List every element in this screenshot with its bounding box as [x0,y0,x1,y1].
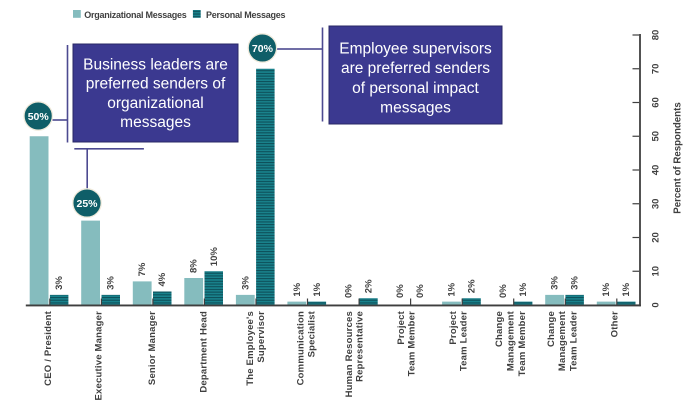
svg-text:preferred senders of: preferred senders of [86,76,226,93]
svg-text:30: 30 [651,199,662,210]
svg-text:50%: 50% [28,111,50,123]
svg-text:Project: Project [448,310,459,344]
svg-text:Department Head: Department Head [199,311,210,393]
svg-text:8%: 8% [189,259,200,273]
svg-text:70: 70 [651,64,662,75]
svg-text:70%: 70% [252,43,274,55]
svg-text:80: 80 [651,30,662,41]
svg-text:organizational: organizational [107,95,204,112]
svg-text:60: 60 [651,97,662,108]
svg-text:1%: 1% [621,282,632,296]
svg-text:Change: Change [546,311,557,347]
svg-text:10%: 10% [209,247,220,267]
svg-text:3%: 3% [570,276,581,290]
svg-text:Organizational Messages: Organizational Messages [84,10,187,20]
svg-text:The Employee's: The Employee's [245,311,256,386]
svg-text:0%: 0% [498,284,509,298]
svg-text:4%: 4% [157,272,168,286]
svg-text:0%: 0% [343,284,354,298]
svg-text:Specialist: Specialist [307,310,318,357]
svg-text:Management: Management [557,310,568,371]
svg-text:Business leaders are: Business leaders are [83,56,228,73]
svg-text:10: 10 [651,266,662,277]
svg-text:Supervisor: Supervisor [256,311,267,363]
svg-text:Representative: Representative [355,311,366,382]
svg-text:of personal impact: of personal impact [352,80,479,97]
svg-text:Executive Manager: Executive Manager [94,311,105,401]
svg-text:Employee supervisors: Employee supervisors [339,41,492,58]
svg-text:7%: 7% [137,262,148,276]
svg-text:0: 0 [651,302,662,307]
svg-text:0%: 0% [395,284,406,298]
svg-text:2%: 2% [467,279,478,293]
svg-text:40: 40 [651,165,662,176]
svg-text:are preferred senders: are preferred senders [341,60,490,77]
svg-text:messages: messages [120,114,191,131]
svg-text:2%: 2% [363,279,374,293]
svg-text:0%: 0% [415,284,426,298]
svg-text:3%: 3% [106,276,117,290]
svg-text:Human Resources: Human Resources [344,311,355,397]
svg-text:50: 50 [651,131,662,142]
svg-text:3%: 3% [240,276,251,290]
svg-text:Communication: Communication [296,311,307,385]
svg-text:Team Leader: Team Leader [459,311,470,371]
svg-text:Personal Messages: Personal Messages [206,10,286,20]
svg-text:1%: 1% [518,282,529,296]
svg-text:Team Member: Team Member [517,311,528,376]
svg-text:Percent of Respondents: Percent of Respondents [673,102,684,213]
svg-text:3%: 3% [550,276,561,290]
svg-text:25%: 25% [76,198,98,210]
svg-text:Other: Other [610,311,621,337]
svg-text:Project: Project [396,310,407,344]
svg-text:1%: 1% [292,282,303,296]
svg-text:Management: Management [506,310,517,371]
svg-text:Team Member: Team Member [407,311,418,376]
svg-text:1%: 1% [447,282,458,296]
svg-text:1%: 1% [312,282,323,296]
svg-text:CEO / President: CEO / President [43,310,54,385]
svg-text:messages: messages [380,99,451,116]
svg-text:Change: Change [494,311,505,347]
svg-text:3%: 3% [54,276,65,290]
svg-text:1%: 1% [601,282,612,296]
svg-text:20: 20 [651,232,662,243]
svg-text:Senior Manager: Senior Manager [147,311,158,385]
svg-text:Team Leader: Team Leader [569,311,580,371]
